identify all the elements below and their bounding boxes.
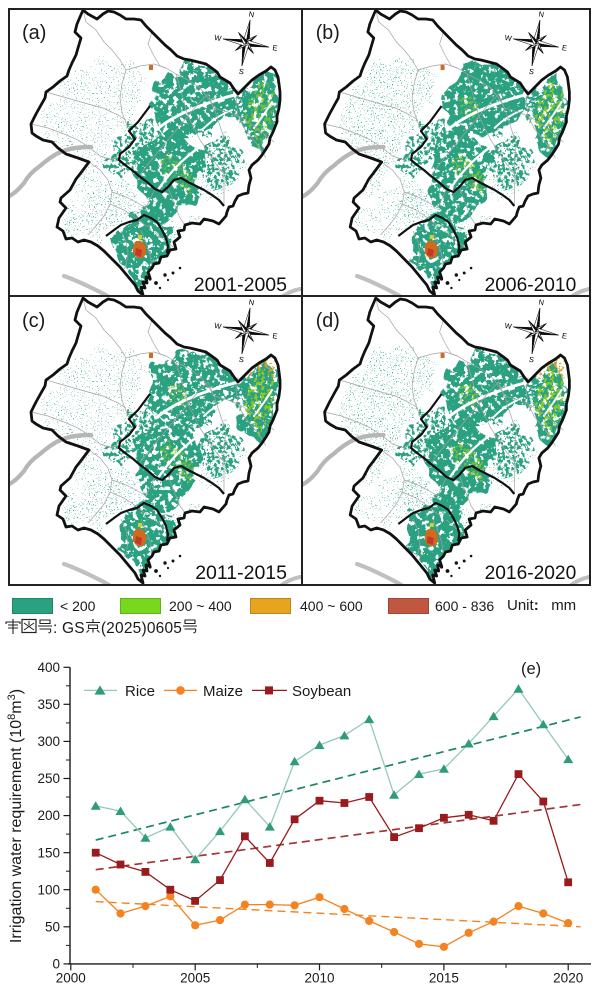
svg-text:400: 400 [37, 660, 60, 675]
svg-text:N: N [538, 9, 545, 19]
svg-text:2001-2005: 2001-2005 [194, 274, 287, 296]
svg-text:(c): (c) [22, 310, 45, 332]
svg-text:S: S [528, 355, 534, 365]
svg-text:2015: 2015 [429, 970, 459, 985]
svg-text:N: N [248, 10, 255, 20]
svg-text:E: E [272, 43, 279, 53]
svg-text:E: E [561, 331, 567, 341]
svg-text:100: 100 [37, 882, 60, 897]
svg-text:W: W [214, 33, 223, 43]
svg-text:350: 350 [37, 697, 60, 712]
svg-text:(d): (d) [316, 310, 340, 332]
svg-text:S: S [528, 67, 534, 77]
svg-text:200: 200 [37, 808, 60, 823]
svg-text:E: E [272, 331, 279, 341]
svg-text:2010: 2010 [304, 970, 334, 985]
svg-text:(a): (a) [22, 22, 46, 44]
svg-text:Soybean: Soybean [292, 683, 351, 700]
svg-text:N: N [538, 297, 545, 307]
svg-text:Maize: Maize [203, 683, 243, 700]
svg-text:E: E [561, 43, 567, 53]
svg-text:50: 50 [45, 919, 60, 934]
svg-text:150: 150 [37, 845, 60, 860]
svg-text:(e): (e) [521, 660, 541, 678]
svg-text:2000: 2000 [56, 970, 86, 985]
svg-text:2005: 2005 [180, 970, 210, 985]
svg-text:250: 250 [37, 771, 60, 786]
svg-text:Rice: Rice [125, 683, 155, 700]
svg-text:0: 0 [52, 957, 60, 972]
svg-text:W: W [504, 321, 512, 331]
svg-text:W: W [504, 33, 512, 43]
svg-text:S: S [238, 355, 245, 365]
svg-text:300: 300 [37, 734, 60, 749]
svg-text:W: W [214, 321, 223, 331]
svg-text:2016-2020: 2016-2020 [485, 563, 577, 584]
svg-text:S: S [238, 67, 245, 77]
svg-text:2020: 2020 [553, 970, 583, 985]
svg-text:(b): (b) [316, 22, 340, 44]
svg-text:2006-2010: 2006-2010 [485, 275, 577, 296]
svg-text:Irrigation water requirement (: Irrigation water requirement (108m3) [6, 689, 25, 943]
svg-text:N: N [248, 298, 255, 308]
svg-text:2011-2015: 2011-2015 [195, 562, 287, 584]
